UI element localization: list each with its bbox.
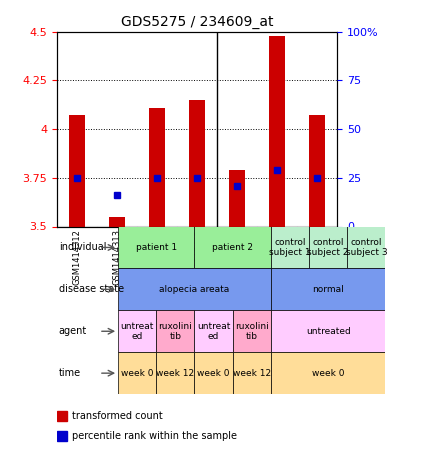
Text: transformed count: transformed count	[72, 411, 162, 421]
Text: week 0: week 0	[312, 369, 344, 378]
Bar	[57, 411, 67, 421]
Text: week 12: week 12	[233, 369, 271, 378]
Text: week 0: week 0	[197, 369, 230, 378]
Text: week 12: week 12	[156, 369, 194, 378]
Bar	[109, 217, 125, 226]
Text: disease state: disease state	[59, 284, 124, 294]
Bar	[233, 352, 271, 394]
Text: control
subject 1: control subject 1	[269, 238, 311, 257]
Bar	[194, 226, 271, 268]
Text: untreated: untreated	[306, 327, 350, 336]
Text: agent: agent	[59, 326, 87, 336]
Bar	[194, 352, 233, 394]
Bar	[156, 352, 194, 394]
Text: individual: individual	[59, 242, 106, 252]
Bar	[309, 116, 325, 226]
Bar	[118, 268, 271, 310]
Bar	[118, 226, 194, 268]
Bar	[156, 310, 194, 352]
Text: ruxolini
tib: ruxolini tib	[235, 322, 268, 341]
Title: GDS5275 / 234609_at: GDS5275 / 234609_at	[121, 15, 273, 29]
Bar	[233, 310, 271, 352]
Bar	[309, 226, 347, 268]
Bar	[229, 170, 245, 226]
Text: week 0: week 0	[121, 369, 153, 378]
Text: normal: normal	[312, 285, 344, 294]
Bar	[271, 352, 385, 394]
Bar	[189, 100, 205, 226]
Text: patient 1: patient 1	[136, 243, 177, 252]
Text: untreat
ed: untreat ed	[197, 322, 230, 341]
Text: percentile rank within the sample: percentile rank within the sample	[72, 431, 237, 441]
Bar	[118, 310, 156, 352]
Bar	[271, 310, 385, 352]
Bar	[149, 108, 165, 226]
Text: control
subject 3: control subject 3	[346, 238, 387, 257]
Text: alopecia areata: alopecia areata	[159, 285, 230, 294]
Text: control
subject 2: control subject 2	[307, 238, 349, 257]
Text: patient 2: patient 2	[212, 243, 253, 252]
Bar	[271, 226, 309, 268]
Bar	[269, 36, 285, 226]
Bar	[347, 226, 385, 268]
Bar	[69, 116, 85, 226]
Bar	[271, 268, 385, 310]
Text: time: time	[59, 368, 81, 378]
Text: ruxolini
tib: ruxolini tib	[159, 322, 192, 341]
Bar	[118, 352, 156, 394]
Bar	[57, 431, 67, 441]
Bar	[194, 310, 233, 352]
Text: untreat
ed: untreat ed	[120, 322, 154, 341]
